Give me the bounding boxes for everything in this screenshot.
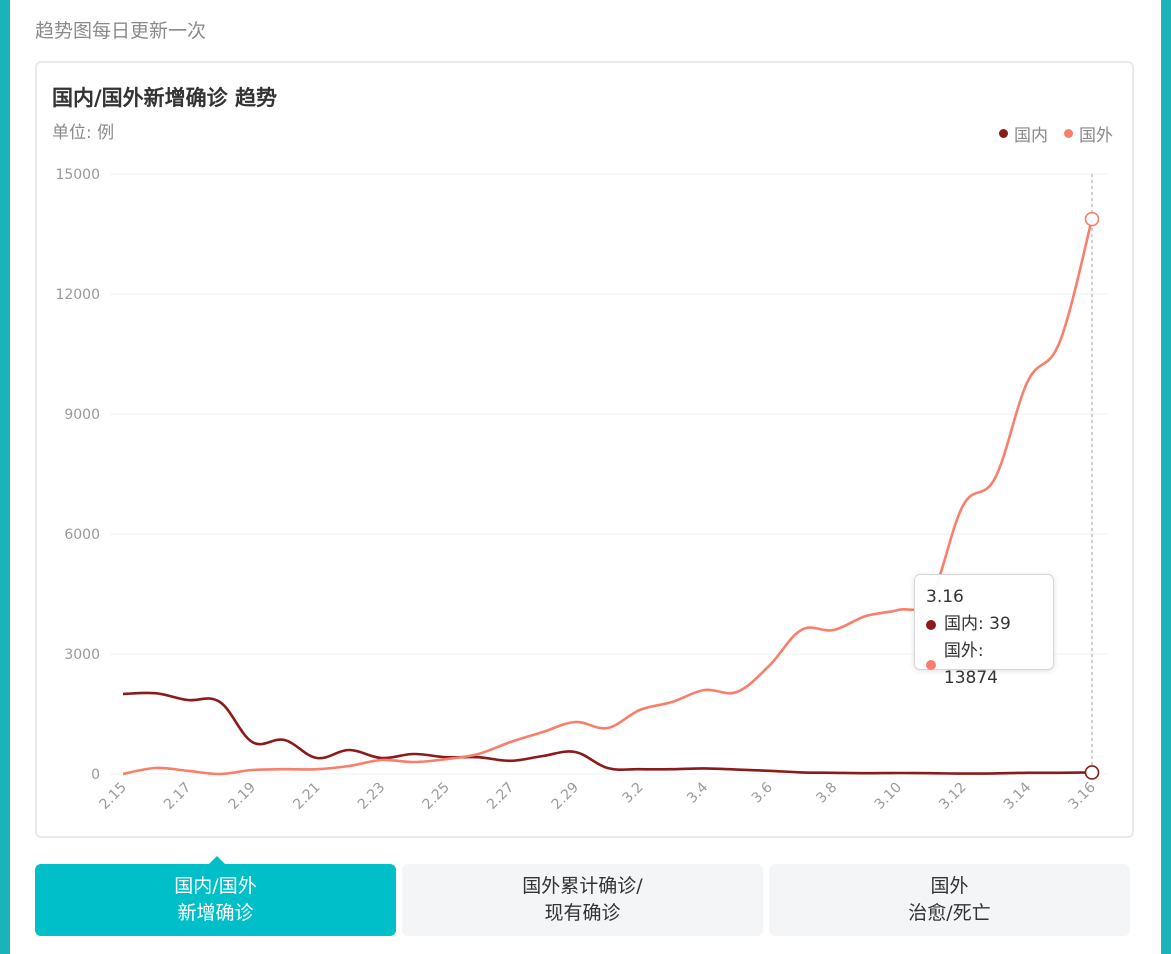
legend-label-foreign: 国外: [1079, 126, 1113, 146]
legend-dot-foreign: [1064, 129, 1073, 138]
tooltip-dot-domestic: [926, 619, 936, 630]
chart-title: 国内/国外新增确诊 趋势: [52, 86, 277, 110]
x-axis-ticks: 2.15 2.17 2.19 2.21 2.23 2.25 2.27 2.29 3.2 3.4 3.…: [96, 779, 1098, 812]
tab-foreign-cumulative-line2: 现有确诊: [544, 902, 621, 924]
tab-new-confirmed-line1: 国内/国外: [174, 875, 257, 897]
tooltip-dot-foreign: [926, 660, 936, 670]
chart-legend: 国内 国外: [999, 121, 1113, 146]
tab-new-confirmed[interactable]: 国内/国外 新增确诊: [35, 864, 396, 936]
tab-foreign-cumulative[interactable]: 国外累计确诊/ 现有确诊: [402, 864, 763, 936]
y-tick-label: 0: [91, 767, 100, 783]
x-tick-label: 2.25: [419, 780, 452, 813]
x-tick-label: 2.23: [355, 780, 388, 813]
active-tab-indicator: [208, 856, 226, 865]
y-tick-label: 6000: [64, 527, 100, 543]
left-frame-border: [0, 0, 10, 954]
y-axis-ticks: 0 3000 6000 9000 12000 15000: [55, 167, 100, 783]
update-note: 趋势图每日更新一次: [35, 20, 207, 42]
tab-foreign-recovered-death-line1: 国外: [930, 875, 969, 897]
series-lines: [122, 218, 1094, 776]
y-tick-label: 3000: [64, 647, 100, 663]
hover-point-foreign: [1084, 211, 1100, 227]
x-tick-label: 3.6: [749, 779, 776, 806]
tooltip-label-foreign: 国外: 13874: [943, 641, 998, 688]
chart-tooltip: 3.16 国内: 39 国外: 13874: [914, 574, 1054, 688]
x-tick-label: 3.12: [936, 780, 969, 813]
x-tick-label: 2.29: [549, 780, 582, 813]
x-tick-label: 2.27: [484, 780, 517, 813]
legend-dot-domestic: [999, 129, 1008, 138]
x-tick-label: 3.16: [1065, 779, 1098, 812]
y-tick-label: 9000: [64, 407, 100, 423]
x-tick-label: 3.4: [684, 779, 711, 806]
x-tick-label: 3.14: [1001, 779, 1034, 812]
series-line-foreign: [122, 218, 1094, 776]
tab-foreign-recovered-death[interactable]: 国外 治愈/死亡: [769, 864, 1130, 936]
chart-unit: 单位: 例: [52, 123, 115, 143]
hover-point-domestic: [1084, 765, 1100, 780]
tooltip-date: 3.16: [926, 587, 964, 607]
tab-foreign-cumulative-line1: 国外累计确诊/: [522, 875, 643, 897]
x-tick-label: 3.8: [813, 780, 840, 807]
tooltip-row-foreign: 国外: 13874: [926, 638, 1042, 692]
x-tick-label: 3.2: [620, 780, 647, 807]
y-tick-label: 12000: [55, 287, 100, 303]
tooltip-row-domestic: 国内: 39: [926, 611, 1042, 638]
x-tick-label: 2.21: [290, 780, 323, 813]
x-tick-label: 2.19: [226, 780, 259, 813]
right-frame-border: [1161, 0, 1171, 954]
x-tick-label: 2.17: [161, 780, 194, 813]
tab-new-confirmed-line2: 新增确诊: [177, 902, 254, 924]
chart-card: [35, 61, 1134, 838]
x-tick-label: 2.15: [96, 780, 129, 813]
y-tick-label: 15000: [55, 167, 100, 183]
legend-item-foreign[interactable]: 国外: [1064, 121, 1113, 146]
tab-foreign-recovered-death-line2: 治愈/死亡: [908, 902, 991, 924]
chart-tabs: 国内/国外 新增确诊 国外累计确诊/ 现有确诊 国外 治愈/死亡: [35, 864, 1131, 936]
x-tick-label: 3.10: [872, 780, 905, 813]
legend-item-domestic[interactable]: 国内: [999, 121, 1048, 146]
tooltip-label-domestic: 国内: 39: [944, 614, 1011, 634]
series-line-domestic: [122, 691, 1093, 775]
legend-label-domestic: 国内: [1014, 126, 1048, 146]
hover-markers: [1084, 174, 1100, 780]
